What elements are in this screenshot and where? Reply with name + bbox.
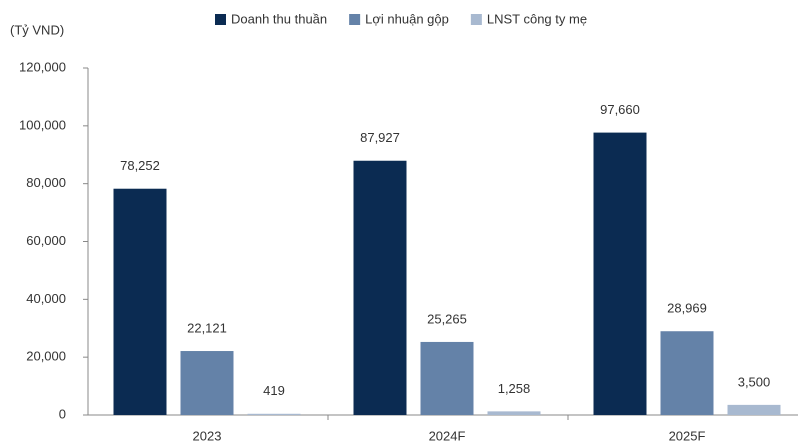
value-label: 97,660: [600, 102, 640, 117]
legend-label: Lợi nhuận gộp: [365, 11, 449, 26]
y-tick-label: 20,000: [26, 349, 66, 364]
value-label: 25,265: [427, 311, 467, 326]
bar: [487, 411, 541, 415]
y-tick-label: 0: [59, 406, 66, 421]
bar: [353, 160, 407, 415]
legend-label: Doanh thu thuần: [231, 11, 327, 26]
value-label: 419: [263, 383, 285, 398]
value-label: 87,927: [360, 130, 400, 145]
legend-swatch: [470, 14, 482, 25]
value-label: 1,258: [498, 381, 531, 396]
bar: [113, 188, 167, 415]
value-label: 28,969: [667, 301, 707, 316]
y-axis-label: (Tỷ VND): [10, 22, 64, 37]
legend-swatch: [349, 14, 361, 25]
bar: [247, 413, 301, 415]
y-tick-label: 40,000: [26, 291, 66, 306]
bar: [660, 331, 714, 415]
x-tick-label: 2023: [193, 428, 222, 443]
value-label: 78,252: [120, 158, 160, 173]
legend-swatch: [215, 14, 226, 25]
y-tick-label: 60,000: [26, 233, 66, 248]
x-tick-label: 2024F: [429, 428, 466, 443]
value-label: 22,121: [187, 320, 227, 335]
value-label: 3,500: [738, 374, 771, 389]
x-tick-label: 2025F: [669, 428, 706, 443]
y-tick-label: 100,000: [19, 117, 66, 132]
bar: [727, 404, 781, 415]
bar: [420, 341, 474, 415]
bar: [180, 351, 234, 415]
legend-label: LNST công ty mẹ: [487, 11, 587, 26]
bar: [593, 132, 647, 415]
y-tick-label: 80,000: [26, 175, 66, 190]
y-tick-label: 120,000: [19, 59, 66, 74]
